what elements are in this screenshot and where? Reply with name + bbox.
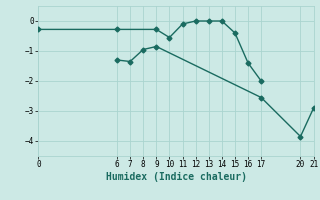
X-axis label: Humidex (Indice chaleur): Humidex (Indice chaleur) (106, 172, 246, 182)
